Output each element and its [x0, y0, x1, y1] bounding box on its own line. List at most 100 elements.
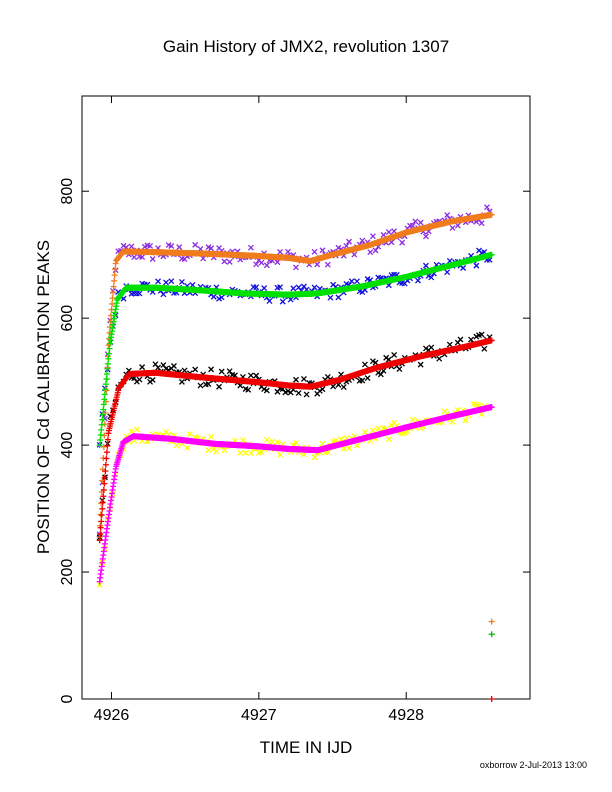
y-tick-label: 600	[59, 305, 76, 332]
scatter-point	[415, 277, 421, 284]
scatter-point	[359, 237, 366, 244]
scatter-point	[274, 259, 281, 266]
scatter-point	[263, 262, 270, 269]
scatter-point	[226, 258, 233, 265]
scatter-point	[346, 445, 352, 452]
scatter-point	[263, 387, 270, 394]
scatter-point	[176, 244, 183, 251]
scatter-point	[247, 450, 254, 457]
fit-point	[111, 277, 118, 284]
scatter-point	[478, 331, 485, 338]
scatter-point	[277, 451, 284, 458]
scatter-point	[205, 447, 212, 454]
scatter-point	[444, 269, 451, 276]
chart-title: Gain History of JMX2, revolution 1307	[163, 37, 449, 56]
scatter-point	[290, 285, 297, 292]
scatter-point	[128, 428, 135, 435]
fit-point	[103, 387, 110, 394]
scatter-point	[428, 274, 435, 281]
scatter-point	[210, 293, 217, 300]
scatter-point	[319, 440, 326, 447]
scatter-point	[385, 229, 392, 236]
scatter-point	[377, 371, 384, 378]
scatter-point	[237, 449, 244, 456]
scatter-point	[277, 248, 284, 255]
scatter-point	[136, 376, 143, 383]
footer-timestamp: oxborrow 2-Jul-2013 13:00	[480, 760, 587, 770]
scatter-point	[380, 231, 387, 238]
scatter-point	[417, 361, 424, 368]
scatter-point	[133, 426, 140, 433]
scatter-point	[131, 254, 138, 261]
plot-frame	[81, 95, 531, 700]
fit-point	[98, 518, 105, 525]
scatter-point	[186, 431, 193, 437]
scatter-point	[155, 364, 162, 371]
scatter-point	[160, 291, 167, 298]
scatter-point	[155, 278, 162, 285]
scatter-point	[399, 239, 406, 246]
scatter-point	[354, 278, 360, 285]
scatter-point	[218, 368, 225, 375]
scatter-point	[446, 341, 453, 348]
scatter-point	[348, 278, 355, 285]
scatter-point	[258, 259, 265, 266]
fit-point	[111, 272, 118, 279]
scatter-point	[327, 294, 334, 301]
scatter-point	[481, 345, 488, 352]
fit-point	[98, 512, 105, 519]
fit-point	[112, 266, 119, 273]
scatter-point	[279, 298, 286, 305]
y-tick-label: 0	[59, 694, 76, 703]
scatter-point	[232, 372, 238, 379]
scatter-point	[311, 284, 318, 291]
x-tick-label: 4927	[241, 707, 277, 724]
y-axis-label: POSITION OF Cd CALIBRATION PEAKS	[34, 240, 53, 554]
scatter-point	[391, 228, 398, 235]
scatter-point	[369, 427, 376, 434]
scatter-point	[369, 233, 376, 240]
scatter-point	[340, 445, 347, 452]
scatter-point	[213, 448, 220, 455]
scatter-point	[189, 281, 196, 288]
scatter-point	[460, 265, 467, 271]
scatter-point	[226, 368, 233, 375]
scatter-point	[409, 416, 416, 423]
scatter-point	[120, 242, 127, 249]
scatter-point	[136, 290, 143, 297]
scatter-point	[293, 440, 299, 446]
scatter-point	[170, 363, 177, 369]
scatter-point	[192, 241, 199, 248]
scatter-point	[364, 375, 371, 382]
fit-point	[103, 449, 110, 456]
scatter-point	[274, 439, 281, 446]
scatter-point	[242, 449, 249, 456]
scatter-point	[422, 233, 429, 240]
scatter-point	[293, 376, 299, 383]
scatter-point	[247, 372, 254, 379]
scatter-point	[478, 220, 485, 227]
scatter-point	[462, 417, 469, 424]
scatter-point	[385, 436, 392, 443]
scatter-point	[168, 243, 175, 249]
scatter-point	[263, 436, 270, 443]
scatter-point	[300, 451, 307, 458]
scatter-point	[168, 278, 175, 285]
scatter-point	[335, 294, 342, 301]
scatter-point	[343, 242, 350, 249]
scatter-point	[295, 390, 302, 397]
scatter-point	[277, 284, 284, 291]
scatter-point	[287, 296, 294, 303]
scatter-point	[139, 254, 146, 261]
data-point	[488, 618, 495, 625]
scatter-point	[96, 581, 103, 588]
x-axis-label: TIME IN IJD	[260, 738, 353, 757]
fit-point	[100, 443, 107, 450]
fit-point	[109, 295, 116, 302]
fit-point	[96, 537, 103, 544]
scatter-point	[253, 261, 260, 268]
scatter-point	[361, 361, 368, 368]
scatter-point	[261, 285, 268, 292]
scatter-point	[139, 364, 146, 371]
scatter-point	[208, 245, 215, 252]
